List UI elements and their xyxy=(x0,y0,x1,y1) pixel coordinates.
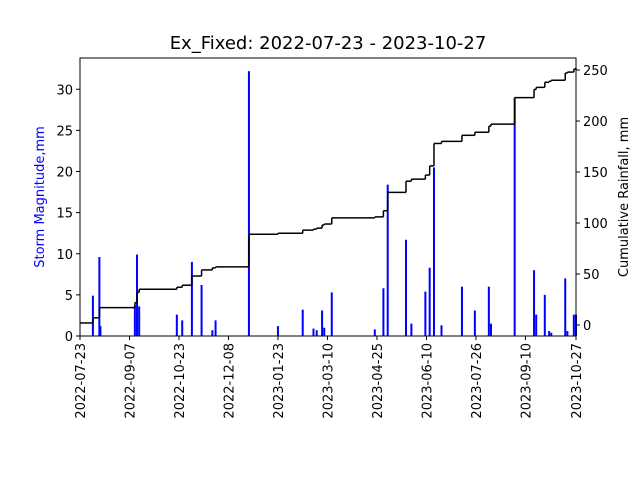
bar xyxy=(543,294,546,336)
bar xyxy=(460,286,463,336)
x-tick-label: 2022-10-23 xyxy=(173,343,188,419)
bar xyxy=(315,330,318,336)
bar xyxy=(424,291,427,336)
bar xyxy=(200,285,203,336)
x-tick-label: 2023-03-10 xyxy=(321,343,336,419)
x-tick-label: 2023-04-25 xyxy=(371,343,386,419)
bar xyxy=(566,331,569,336)
y-tick-label: 30 xyxy=(56,83,73,98)
bar xyxy=(386,184,389,336)
bar xyxy=(211,330,214,336)
x-tick-label: 2023-07-26 xyxy=(470,343,485,419)
bar xyxy=(432,167,435,336)
x-tick-label: 2023-10-27 xyxy=(570,343,585,419)
bar xyxy=(410,323,413,336)
bar xyxy=(214,320,217,336)
bar xyxy=(98,257,101,336)
bar xyxy=(321,310,324,336)
bar xyxy=(190,261,193,336)
plot-frame xyxy=(79,57,577,337)
bar xyxy=(535,314,538,336)
bar xyxy=(382,288,385,336)
y-tick-label: 5 xyxy=(65,289,73,304)
bar xyxy=(473,310,476,336)
bar xyxy=(572,314,575,336)
x-tick-label: 2023-06-10 xyxy=(420,343,435,419)
bar xyxy=(373,329,376,336)
y-tick-label: 10 xyxy=(56,248,73,263)
bar xyxy=(550,332,553,336)
bar xyxy=(276,326,279,336)
y-tick-label: 25 xyxy=(56,124,73,139)
x-tick-label: 2023-01-23 xyxy=(272,343,287,419)
bar xyxy=(564,278,567,336)
bar xyxy=(533,270,536,336)
bar xyxy=(181,320,184,336)
x-tick-label: 2022-07-23 xyxy=(74,343,89,419)
y-axis-label: Storm Magnitude,mm xyxy=(33,126,48,268)
bar xyxy=(513,98,516,336)
y-tick-label: 20 xyxy=(56,166,73,181)
bar xyxy=(440,325,443,336)
x-tick-label: 2023-09-10 xyxy=(519,343,534,419)
chart-title: Ex_Fixed: 2022-07-23 - 2023-10-27 xyxy=(170,33,487,54)
y2-tick-label: 150 xyxy=(583,166,608,181)
y-tick-label: 15 xyxy=(56,207,73,222)
bar xyxy=(330,292,333,336)
y2-tick-label: 250 xyxy=(583,64,608,79)
bar xyxy=(175,314,178,336)
bar xyxy=(323,327,326,336)
bar xyxy=(490,323,493,336)
bar xyxy=(428,267,431,336)
bar xyxy=(405,239,408,336)
x-tick-label: 2022-09-07 xyxy=(123,343,138,419)
bar xyxy=(312,328,315,336)
y2-tick-label: 50 xyxy=(583,268,600,283)
y-tick-label: 0 xyxy=(65,330,73,345)
bar xyxy=(133,305,136,336)
bar xyxy=(301,309,304,336)
bar xyxy=(99,326,102,336)
y2-tick-label: 100 xyxy=(583,217,608,232)
bar xyxy=(91,295,94,336)
bar xyxy=(247,71,250,336)
y2-axis-label: Cumulative Rainfall, mm xyxy=(617,117,632,277)
bar xyxy=(487,286,490,336)
x-tick-label: 2022-12-08 xyxy=(222,343,237,419)
y2-tick-label: 0 xyxy=(583,319,591,334)
bar xyxy=(548,331,551,336)
bar xyxy=(138,306,141,336)
y2-tick-label: 200 xyxy=(583,115,608,130)
